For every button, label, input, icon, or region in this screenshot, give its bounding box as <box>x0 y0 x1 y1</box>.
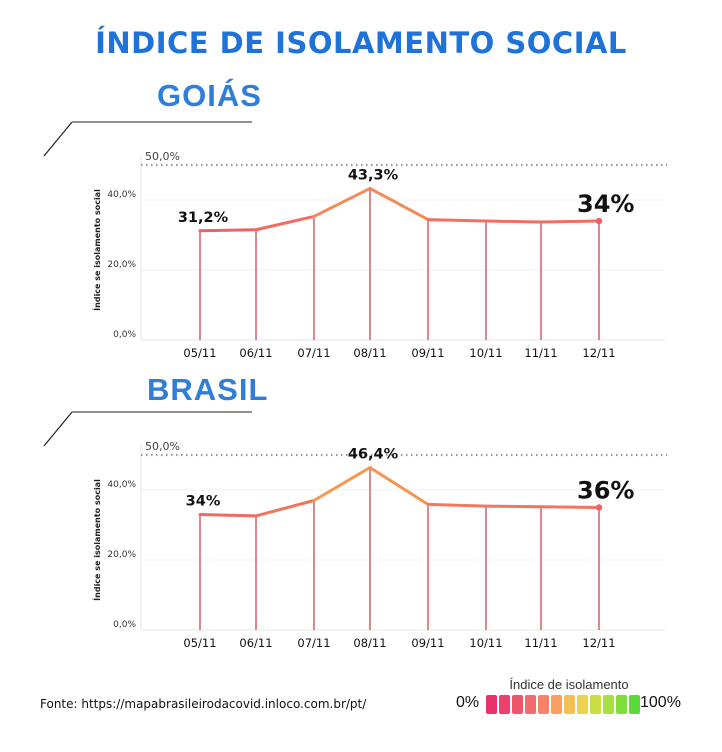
series-line-segment <box>539 505 601 509</box>
series-line-segment <box>368 466 430 506</box>
legend-color-cell <box>590 695 601 714</box>
data-label: 31,2% <box>178 210 229 226</box>
legend-color-cell <box>629 695 640 714</box>
reference-line-label: 50,0% <box>145 440 180 453</box>
x-tick-label: 06/11 <box>239 636 272 650</box>
legend-min-label: 0% <box>456 694 480 711</box>
legend-color-cell <box>551 695 562 714</box>
x-tick-label: 08/11 <box>353 636 386 650</box>
legend-color-cell <box>577 695 588 714</box>
y-tick-label: 0,0% <box>113 620 136 630</box>
data-label: 43,3% <box>348 167 399 183</box>
series-line-segment <box>254 214 316 232</box>
series-line-segment <box>368 186 430 222</box>
legend-title: Índice de isolamento <box>509 677 629 692</box>
data-label: 46,4% <box>348 447 399 463</box>
data-point-last <box>595 504 603 511</box>
y-tick-label: 20,0% <box>107 550 136 560</box>
legend-color-cell <box>512 695 523 714</box>
y-tick-label: 0,0% <box>113 330 136 340</box>
chart-brasil: 50,0% 0,0% 20,0% 40,0% Índice se isolamento … <box>43 411 667 650</box>
chart-goias: 50,0% 0,0% 20,0% 40,0% Índice se isolamento … <box>43 121 667 360</box>
x-tick-label: 09/11 <box>411 346 444 360</box>
decor-diagonal-line <box>43 411 73 447</box>
main-title: ÍNDICE DE ISOLAMENTO SOCIAL <box>95 26 627 60</box>
x-tick-label: 12/11 <box>582 636 615 650</box>
x-tick-label: 05/11 <box>183 346 216 360</box>
series-line-segment <box>484 504 543 509</box>
x-tick-label: 10/11 <box>469 346 502 360</box>
x-tick-label: 08/11 <box>353 346 386 360</box>
legend-color-cell <box>486 695 497 714</box>
legend-color-cell <box>616 695 627 714</box>
series-line-segment <box>426 218 488 223</box>
decor-diagonal-line <box>43 121 73 157</box>
legend-color-scale <box>486 695 642 714</box>
legend-color-cell <box>564 695 575 714</box>
y-tick-label: 40,0% <box>107 480 136 490</box>
series-line-segment <box>198 513 258 518</box>
series-line-segment <box>312 186 372 218</box>
region-title-goias: GOIÁS <box>157 78 262 113</box>
x-tick-label: 06/11 <box>239 346 272 360</box>
x-tick-label: 11/11 <box>524 636 557 650</box>
series-line-segment <box>539 219 601 224</box>
y-tick-label: 40,0% <box>107 190 136 200</box>
y-axis-label: Índice se isolamento social <box>91 479 102 601</box>
legend-color-cell <box>603 695 614 714</box>
legend-color-cell <box>525 695 536 714</box>
data-point-last <box>595 217 603 225</box>
y-axis-label: Índice se isolamento social <box>91 189 102 311</box>
x-tick-label: 07/11 <box>297 346 330 360</box>
x-tick-label: 09/11 <box>411 636 444 650</box>
legend-color-cell <box>538 695 549 714</box>
x-tick-label: 11/11 <box>524 346 557 360</box>
series-line-segment <box>426 502 488 508</box>
source-text: Fonte: https://mapabrasileirodacovid.inl… <box>40 697 367 711</box>
x-tick-label: 10/11 <box>469 636 502 650</box>
data-label: 36% <box>577 477 634 505</box>
reference-line-label: 50,0% <box>145 150 180 163</box>
data-label: 34% <box>186 494 221 510</box>
x-tick-label: 07/11 <box>297 636 330 650</box>
series-line-segment <box>198 228 258 233</box>
data-label: 34% <box>577 190 634 218</box>
legend-max-label: 100% <box>640 694 681 711</box>
region-title-brasil: BRASIL <box>147 372 269 407</box>
series-line-segment <box>312 466 372 502</box>
y-tick-label: 20,0% <box>107 260 136 270</box>
series-line-segment <box>484 219 543 224</box>
series-line-segment <box>254 499 316 518</box>
x-tick-label: 05/11 <box>183 636 216 650</box>
legend-color-cell <box>499 695 510 714</box>
x-tick-label: 12/11 <box>582 346 615 360</box>
